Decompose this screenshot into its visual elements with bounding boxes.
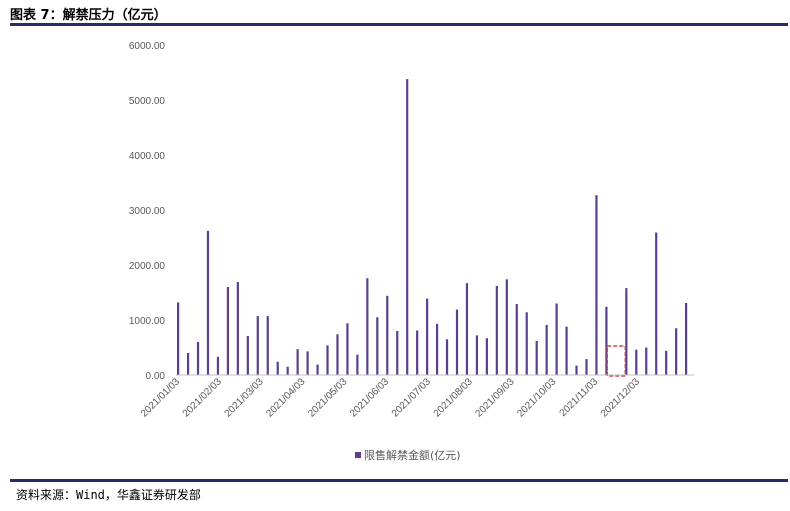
x-tick-label: 2021/03/03 [223,376,266,419]
bar [196,342,200,375]
bar [555,303,558,375]
bar [286,366,289,375]
bar [356,354,359,375]
bar [276,361,279,375]
x-tick-label: 2021/10/03 [515,376,558,419]
bar [406,79,409,375]
bar [296,349,299,375]
y-tick-label: 2000.00 [129,261,166,272]
bar [475,335,479,375]
y-axis: 0.00 1000.00 2000.00 3000.00 4000.00 5000.00 6… [129,41,166,382]
bar [575,365,578,375]
legend-label: 限售解禁金额(亿元) [364,448,461,462]
x-tick-label: 2021/08/03 [432,376,475,419]
source-note: 资料来源：Wind，华鑫证券研发部 [16,488,201,502]
bar [585,359,588,375]
bar [186,353,190,375]
bar [525,312,528,375]
bar [396,331,399,375]
title-rule [10,23,788,26]
bar [206,230,210,375]
bar [685,302,688,375]
bar [485,338,488,375]
x-tick-label: 2021/07/03 [390,376,433,419]
bar [635,349,638,375]
x-tick-label: 2021/01/03 [139,376,182,419]
bar [445,339,449,375]
bar [246,335,249,375]
bar [535,340,538,375]
bar [426,298,429,375]
bar [495,285,498,375]
bar [595,195,598,375]
bar [416,330,419,375]
bar [316,364,319,375]
bar [505,279,508,375]
bar [226,287,229,375]
x-tick-label: 2021/05/03 [306,376,349,419]
chart-title: 图表 7：解禁压力（亿元） [10,8,167,23]
x-tick-label: 2021/06/03 [348,376,391,419]
bar [336,334,339,375]
x-tick-label: 2021/09/03 [473,376,516,419]
bar [455,309,459,375]
bar [545,324,548,375]
x-tick-label: 2021/04/03 [264,376,307,419]
bar [605,306,608,375]
bar [177,302,180,375]
bar [366,278,369,375]
x-tick-label: 2021/11/03 [558,376,601,419]
source-rule [10,479,788,482]
bar [435,323,439,375]
legend: 限售解禁金额(亿元) [355,448,461,462]
bar [565,326,568,375]
y-tick-label: 6000.00 [129,41,166,52]
bar [655,232,658,375]
bar [625,288,628,375]
x-axis: 2021/01/032021/02/032021/03/032021/04/03… [139,374,694,420]
bar [306,351,309,375]
bar [346,323,349,375]
legend-swatch [355,452,361,458]
bar [645,347,648,375]
x-tick-label: 2021/02/03 [181,376,224,419]
y-tick-label: 3000.00 [129,206,166,217]
x-tick-label: 2021/12/03 [599,376,642,419]
bar [386,295,389,375]
bar [326,345,329,375]
bar [376,317,379,375]
bar [256,316,259,375]
y-tick-label: 0.00 [146,371,166,382]
bars [177,79,688,377]
highlight-box [606,345,627,377]
bar [675,328,678,375]
bar [216,356,220,375]
bar-chart: 0.00 1000.00 2000.00 3000.00 4000.00 5000.00 6… [129,41,694,462]
y-tick-label: 1000.00 [129,316,166,327]
bar [465,283,469,375]
bar [515,304,518,375]
bar [236,282,239,375]
y-tick-label: 5000.00 [129,96,166,107]
y-tick-label: 4000.00 [129,151,166,162]
bar [266,316,269,375]
bar [665,350,668,375]
